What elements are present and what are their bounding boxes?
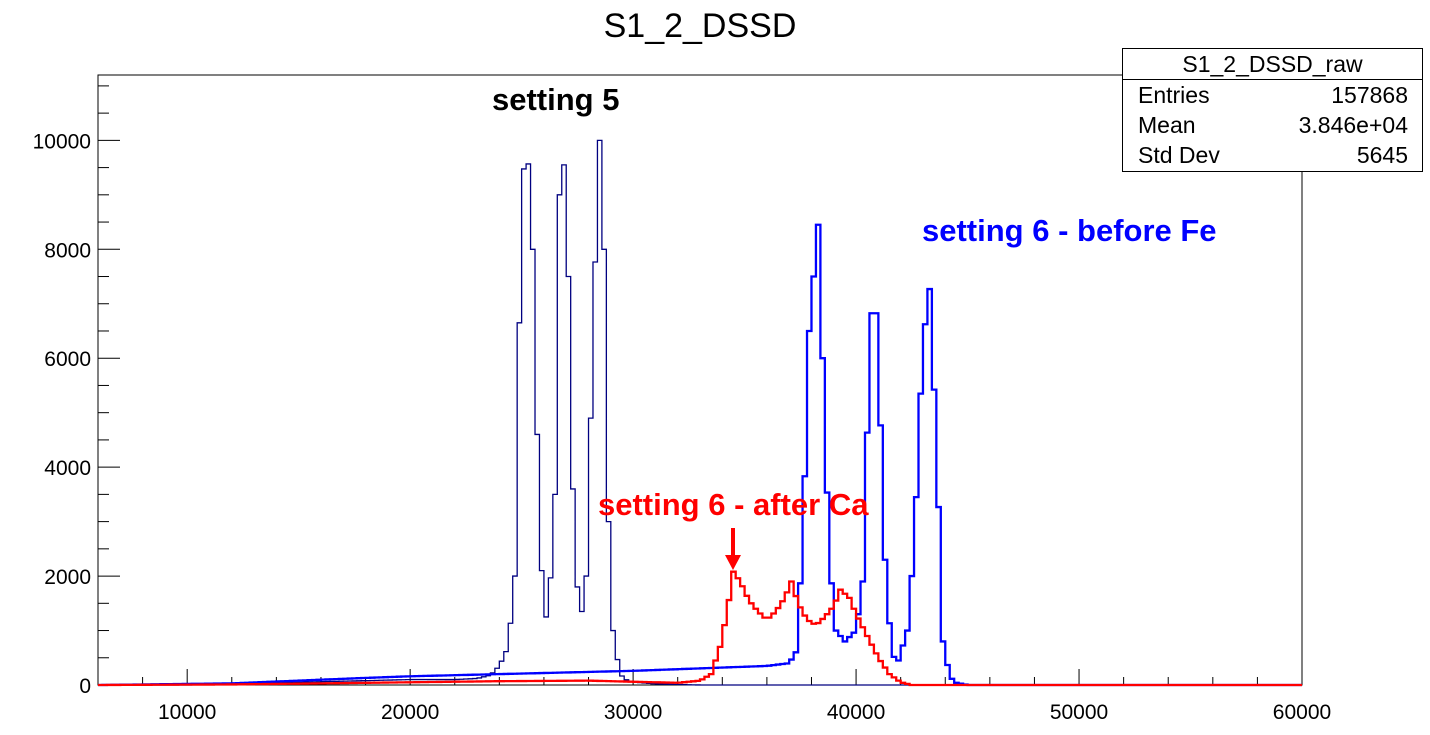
stats-value: 5645 (1356, 142, 1408, 168)
stats-label: Entries (1138, 82, 1210, 108)
stats-row-entries: Entries 157868 (1123, 80, 1422, 110)
annotation-arrow (725, 528, 741, 570)
stats-value: 3.846e+04 (1298, 112, 1408, 138)
x-tick-label: 10000 (158, 701, 216, 724)
stats-label: Mean (1138, 112, 1196, 138)
chart-title: S1_2_DSSD (604, 7, 797, 45)
y-tick-label: 2000 (44, 566, 91, 589)
series-line-1 (98, 223, 1302, 687)
y-tick-label: 6000 (44, 348, 91, 371)
x-tick-label: 30000 (604, 701, 662, 724)
stats-label: Std Dev (1138, 142, 1220, 168)
stats-value: 157868 (1331, 82, 1408, 108)
y-tick-label: 0 (79, 675, 91, 698)
annotation-setting-6-after-ca: setting 6 - after Ca (598, 487, 869, 522)
y-tick-label: 10000 (33, 130, 91, 153)
annotation-setting-5: setting 5 (492, 82, 619, 117)
stats-row-std-dev: Std Dev 5645 (1123, 140, 1422, 170)
x-tick-label: 50000 (1050, 701, 1108, 724)
stats-row-mean: Mean 3.846e+04 (1123, 110, 1422, 140)
x-tick-label: 60000 (1273, 701, 1331, 724)
annotation-setting-6-before-fe: setting 6 - before Fe (922, 213, 1217, 248)
stats-title: S1_2_DSSD_raw (1123, 49, 1422, 80)
y-tick-label: 8000 (44, 239, 91, 262)
stats-box: S1_2_DSSD_raw Entries 157868 Mean 3.846e… (1122, 48, 1423, 172)
x-tick-label: 40000 (827, 701, 885, 724)
axis-ticks: 10000 20000 30000 40000 50000 60000 0 2000 4000 6… (33, 85, 1331, 724)
x-tick-label: 20000 (381, 701, 439, 724)
y-tick-label: 4000 (44, 457, 91, 480)
data-series (98, 139, 1302, 687)
series-line-2 (98, 570, 1302, 687)
